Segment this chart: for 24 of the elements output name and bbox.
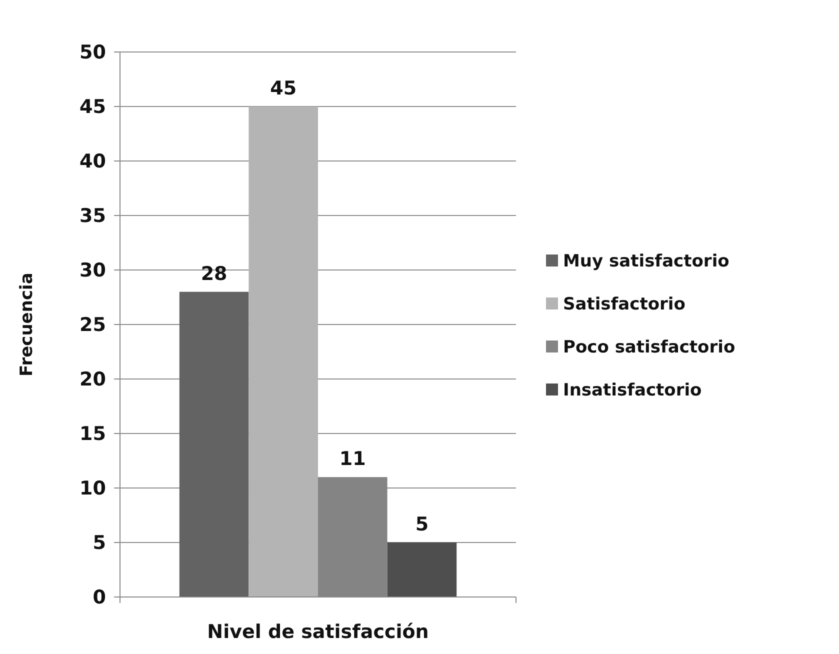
y-tick-label: 30 — [80, 260, 106, 282]
y-tick-label: 20 — [80, 368, 106, 391]
data-label: 5 — [415, 514, 429, 536]
y-tick-label: 0 — [92, 586, 106, 609]
data-label: 45 — [270, 78, 297, 100]
y-tick-label: 50 — [80, 42, 106, 64]
legend-label: Poco satisfactorio — [563, 337, 736, 358]
legend-label: Insatisfactorio — [563, 380, 702, 400]
data-label: 11 — [339, 448, 366, 470]
data-label: 28 — [200, 262, 228, 285]
bar — [248, 106, 318, 597]
x-axis-title: Nivel de satisfacción — [207, 621, 429, 643]
y-axis-title: Frecuencia — [17, 272, 37, 376]
y-tick-label: 40 — [80, 150, 106, 173]
y-tick-label: 25 — [80, 314, 106, 336]
y-tick-label: 5 — [92, 532, 106, 554]
legend-label: Satisfactorio — [563, 294, 686, 314]
legend-label: Muy satisfactorio — [563, 251, 730, 272]
y-tick-label: 10 — [80, 478, 106, 500]
y-tick-label: 35 — [80, 205, 106, 228]
bar — [387, 542, 457, 597]
y-tick-label: 45 — [80, 96, 106, 118]
y-tick-label: 15 — [80, 423, 106, 446]
bar — [179, 292, 249, 597]
